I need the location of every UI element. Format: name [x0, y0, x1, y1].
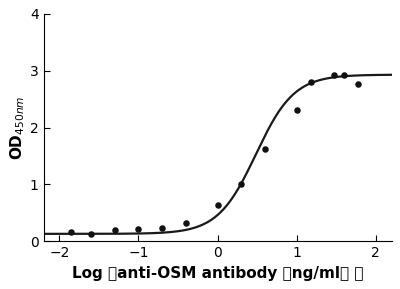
- Point: [262, 146, 268, 151]
- Point: [68, 230, 74, 234]
- Point: [355, 81, 362, 86]
- Point: [341, 73, 348, 77]
- Point: [112, 228, 118, 233]
- Y-axis label: OD$_{450nm}$: OD$_{450nm}$: [8, 95, 27, 160]
- Point: [214, 203, 221, 208]
- Point: [331, 73, 338, 77]
- Point: [159, 225, 166, 230]
- Point: [238, 182, 245, 187]
- Point: [294, 108, 300, 113]
- Point: [135, 227, 142, 231]
- Point: [88, 232, 94, 237]
- X-axis label: Log （anti-OSM antibody （ng/ml） ）: Log （anti-OSM antibody （ng/ml） ）: [72, 266, 363, 281]
- Point: [183, 221, 189, 225]
- Point: [308, 80, 314, 84]
